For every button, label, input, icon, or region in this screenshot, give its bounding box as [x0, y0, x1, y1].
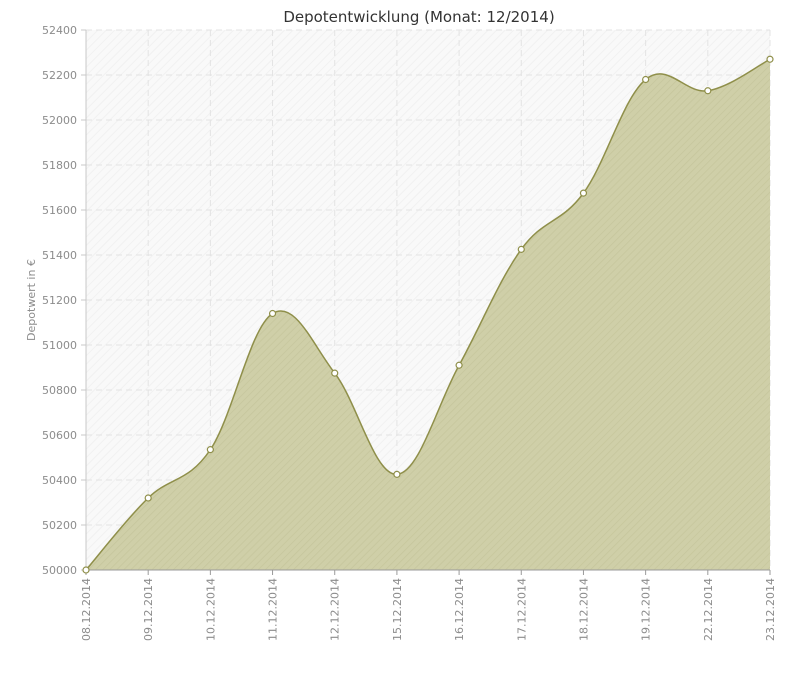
- x-tick-label: 23.12.2014: [764, 578, 777, 641]
- data-point[interactable]: [704, 87, 712, 95]
- data-point[interactable]: [144, 494, 152, 502]
- x-tick-label: 17.12.2014: [515, 578, 528, 641]
- y-tick-label: 51400: [42, 249, 77, 262]
- y-tick-label: 50800: [42, 384, 77, 397]
- data-point[interactable]: [455, 361, 463, 369]
- x-tick-label: 08.12.2014: [80, 578, 93, 641]
- y-tick-label: 51200: [42, 294, 77, 307]
- x-tick-label: 18.12.2014: [577, 578, 590, 641]
- x-tick-label: 22.12.2014: [702, 578, 715, 641]
- data-point[interactable]: [579, 189, 588, 197]
- y-tick-label: 51600: [42, 204, 77, 217]
- y-tick-label: 51000: [42, 339, 77, 352]
- y-tick-label: 52400: [42, 24, 77, 37]
- area-fill: [86, 59, 770, 570]
- data-point[interactable]: [642, 75, 650, 84]
- x-tick-label: 19.12.2014: [640, 578, 653, 641]
- y-tick-label: 50000: [42, 564, 77, 577]
- x-axis-ticks: 08.12.2014 09.12.2014 10.12.2014 11.12.2014…: [80, 570, 777, 641]
- y-tick-label: 50400: [42, 474, 77, 487]
- data-point[interactable]: [268, 309, 277, 318]
- data-point[interactable]: [393, 470, 401, 478]
- x-tick-label: 15.12.2014: [391, 578, 404, 641]
- x-tick-label: 09.12.2014: [142, 578, 155, 641]
- y-tick-label: 52200: [42, 69, 77, 82]
- y-axis-ticks: 50000 50200 50400 50600 50800 51000 51200 51400…: [42, 24, 86, 577]
- data-point[interactable]: [517, 245, 525, 253]
- x-tick-label: 12.12.2014: [329, 578, 342, 641]
- chart-title: Depotentwicklung (Monat: 12/2014): [283, 8, 554, 26]
- x-tick-label: 16.12.2014: [453, 578, 466, 641]
- data-point[interactable]: [206, 446, 214, 454]
- y-tick-label: 52000: [42, 114, 77, 127]
- y-tick-label: 50600: [42, 429, 77, 442]
- data-point[interactable]: [766, 55, 774, 63]
- y-tick-label: 50200: [42, 519, 77, 532]
- data-points: [82, 55, 774, 574]
- x-tick-label: 11.12.2014: [267, 578, 280, 641]
- x-tick-label: 10.12.2014: [204, 578, 217, 641]
- y-tick-label: 51800: [42, 159, 77, 172]
- y-axis-label: Depotwert in €: [25, 259, 38, 341]
- data-point[interactable]: [331, 369, 339, 377]
- data-point[interactable]: [82, 566, 90, 574]
